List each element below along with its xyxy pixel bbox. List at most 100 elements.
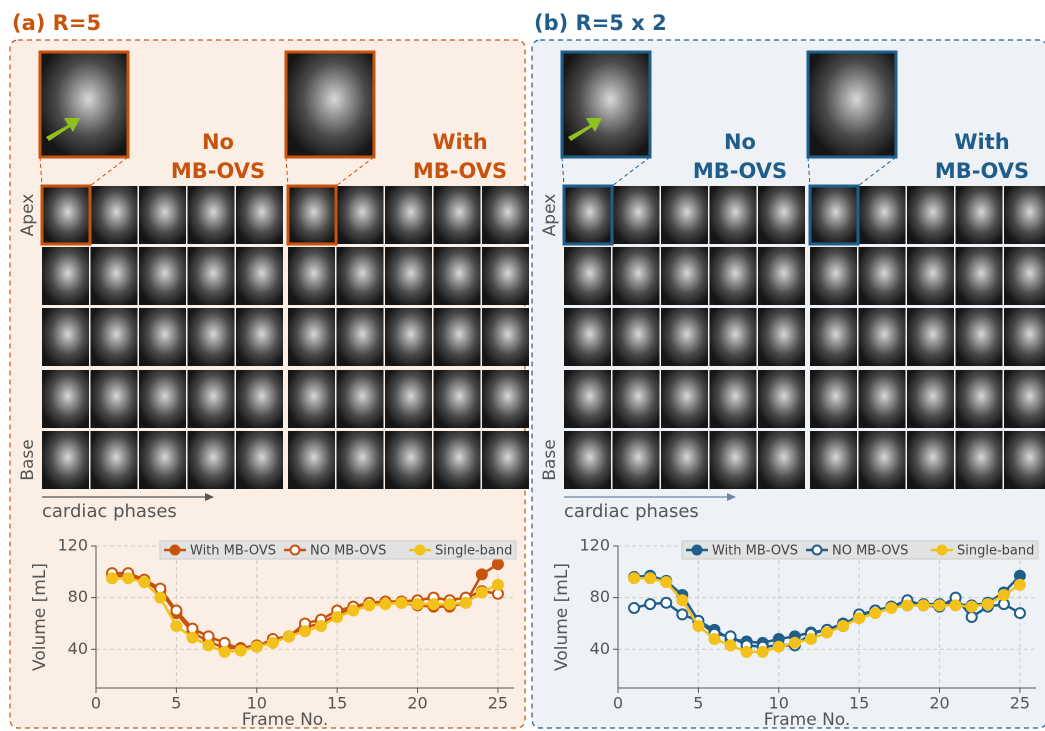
mri-image: [859, 308, 906, 366]
condition-label: MB-OVS: [693, 159, 787, 183]
mri-image: [385, 186, 432, 244]
mri-image: [288, 431, 335, 489]
data-point: [629, 603, 639, 613]
panel-label: (a) R=5: [12, 11, 101, 35]
data-point: [854, 613, 864, 623]
mri-image: [661, 247, 708, 305]
mri-image: [859, 431, 906, 489]
mri-image: [1004, 247, 1045, 305]
condition-label: With: [954, 130, 1009, 154]
phase-label: cardiac phases: [564, 501, 699, 522]
data-point: [171, 621, 181, 631]
mri-image: [1004, 370, 1045, 428]
data-point: [268, 638, 278, 648]
mri-image: [907, 308, 954, 366]
mri-image: [810, 308, 857, 366]
mri-image: [562, 52, 650, 157]
data-point: [902, 600, 912, 610]
mri-image: [188, 308, 235, 366]
data-point: [139, 577, 149, 587]
x-tick-label: 5: [171, 694, 181, 713]
legend-marker: [416, 546, 425, 555]
condition-label: No: [724, 130, 756, 154]
data-point: [413, 599, 423, 609]
mri-image: [40, 52, 128, 157]
mri-image: [434, 370, 481, 428]
data-point: [396, 598, 406, 608]
data-point: [316, 621, 326, 631]
data-point: [1015, 608, 1025, 618]
phase-label: cardiac phases: [42, 501, 177, 522]
data-point: [870, 608, 880, 618]
x-tick-label: 5: [693, 694, 703, 713]
data-point: [838, 621, 848, 631]
data-point: [107, 573, 117, 583]
mri-image: [91, 186, 138, 244]
data-point: [967, 602, 977, 612]
mri-image: [613, 370, 660, 428]
mri-image: [385, 431, 432, 489]
mri-image: [91, 308, 138, 366]
data-point: [445, 599, 455, 609]
y-tick-label: 120: [579, 536, 610, 555]
mri-image: [810, 431, 857, 489]
data-point: [935, 600, 945, 610]
data-point: [677, 595, 687, 605]
data-point: [1015, 580, 1025, 590]
mri-image: [385, 247, 432, 305]
condition-label: MB-OVS: [171, 159, 265, 183]
mri-image: [956, 186, 1003, 244]
data-point: [677, 609, 687, 619]
data-point: [822, 627, 832, 637]
data-point: [999, 590, 1009, 600]
mri-image: [139, 247, 186, 305]
condition-label: MB-OVS: [413, 159, 507, 183]
mri-image: [91, 370, 138, 428]
mri-image: [236, 370, 283, 428]
mri-image: [288, 247, 335, 305]
data-point: [332, 612, 342, 622]
x-tick-label: 0: [613, 694, 623, 713]
data-point: [967, 612, 977, 622]
mri-image: [188, 247, 235, 305]
mri-image: [613, 431, 660, 489]
y-tick-label: 40: [68, 639, 88, 658]
data-point: [187, 633, 197, 643]
y-tick-label: 80: [590, 587, 610, 606]
x-axis-label: Frame No.: [242, 710, 329, 730]
row-label: Base: [18, 439, 38, 480]
data-point: [742, 647, 752, 657]
mri-image: [385, 308, 432, 366]
data-point: [236, 646, 246, 656]
y-tick-label: 120: [57, 536, 88, 555]
data-point: [709, 634, 719, 644]
mri-image: [42, 308, 89, 366]
mri-image: [482, 186, 529, 244]
mri-image: [710, 308, 757, 366]
mri-image: [710, 247, 757, 305]
mri-image: [859, 186, 906, 244]
mri-image: [42, 370, 89, 428]
row-label: Base: [540, 439, 560, 480]
mri-image: [564, 247, 611, 305]
data-point: [758, 647, 768, 657]
data-point: [429, 599, 439, 609]
mri-image: [482, 431, 529, 489]
mri-image: [482, 308, 529, 366]
data-point: [774, 642, 784, 652]
data-point: [477, 569, 487, 579]
x-tick-label: 25: [488, 694, 508, 713]
mri-image: [956, 370, 1003, 428]
row-label: Apex: [18, 194, 38, 237]
mri-image: [337, 247, 384, 305]
data-point: [790, 638, 800, 648]
mri-image: [613, 247, 660, 305]
mri-image: [956, 247, 1003, 305]
mri-image: [42, 186, 89, 244]
mri-image: [810, 247, 857, 305]
mri-image: [956, 308, 1003, 366]
data-point: [155, 593, 165, 603]
mri-image: [139, 370, 186, 428]
mri-image: [758, 247, 805, 305]
data-point: [204, 640, 214, 650]
